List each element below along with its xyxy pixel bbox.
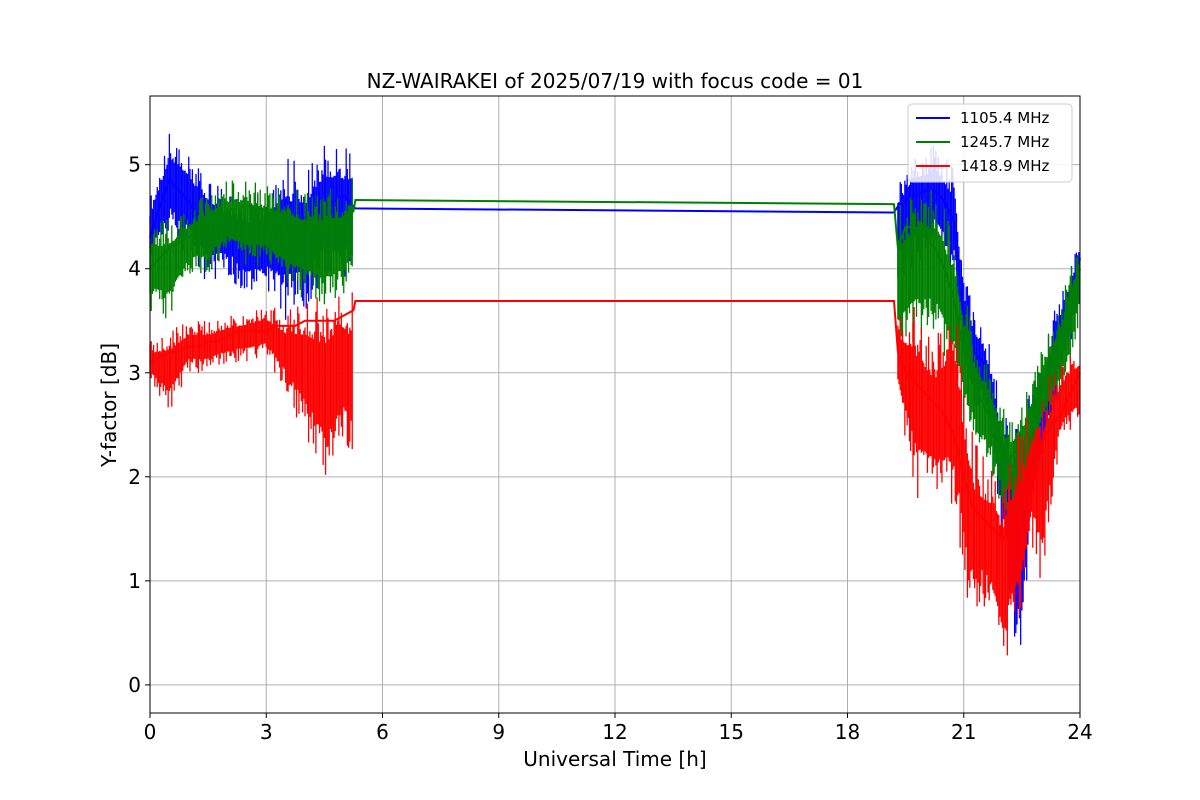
y-tick-label: 1	[128, 569, 141, 593]
y-tick-label: 3	[128, 361, 141, 385]
x-tick-label: 3	[260, 720, 273, 744]
legend-box	[907, 103, 1073, 183]
x-tick-label: 0	[144, 720, 157, 744]
x-tick-label: 15	[719, 720, 744, 744]
x-axis-label: Universal Time [h]	[523, 747, 706, 771]
series-2	[149, 292, 1081, 656]
legend: 1105.4 MHz 1245.7 MHz 1418.9 MHz	[907, 103, 1073, 183]
series-1	[149, 177, 1081, 513]
legend-label: 1105.4 MHz	[960, 109, 1049, 127]
legend-label: 1245.7 MHz	[960, 133, 1049, 151]
chart-title: NZ-WAIRAKEI of 2025/07/19 with focus cod…	[367, 69, 864, 93]
x-tick-label: 9	[492, 720, 505, 744]
y-tick-label: 5	[128, 153, 141, 177]
legend-label: 1418.9 MHz	[960, 157, 1049, 175]
x-tick-label: 24	[1067, 720, 1092, 744]
y-axis-label: Y-factor [dB]	[97, 343, 121, 468]
series-1-line	[149, 198, 1081, 457]
x-tick-label: 6	[376, 720, 389, 744]
plot-area	[149, 133, 1081, 656]
y-tick-label: 4	[128, 257, 141, 281]
y-tick-label: 0	[128, 673, 141, 697]
y-tick-label: 2	[128, 465, 141, 489]
x-tick-label: 21	[951, 720, 976, 744]
x-tick-label: 18	[835, 720, 860, 744]
x-axis: 0 3 6 9 12 15 18 21 24	[144, 713, 1093, 744]
y-axis: 0 1 2 3 4 5	[128, 153, 150, 697]
series-2-line	[149, 300, 1081, 541]
x-tick-label: 12	[602, 720, 627, 744]
